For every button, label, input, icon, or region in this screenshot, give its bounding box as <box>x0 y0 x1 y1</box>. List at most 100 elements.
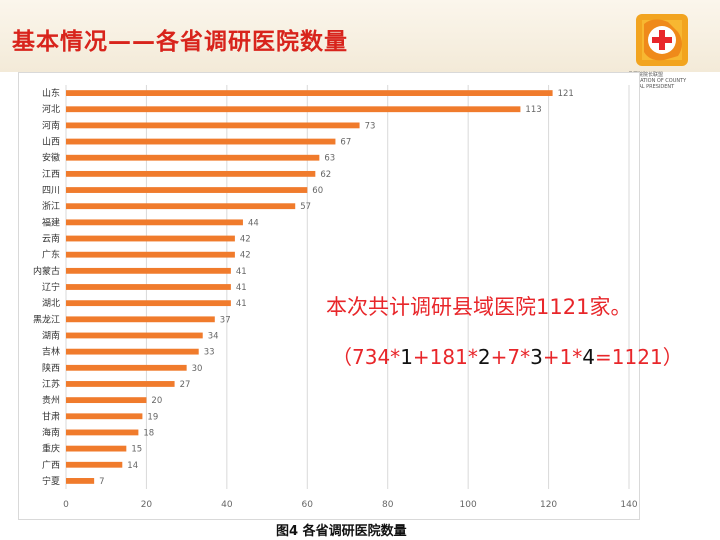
x-tick-label: 60 <box>302 500 314 510</box>
category-label: 江西 <box>42 169 60 180</box>
data-label: 37 <box>220 315 231 325</box>
category-label: 海南 <box>42 426 60 438</box>
chart-frame: 0 20 40 60 80 100 120 140 山东 121 河北 113 河南 73 山西 67 安徽 63… <box>18 72 640 520</box>
bar <box>66 348 199 355</box>
bar <box>66 251 235 258</box>
formula-part: 2 <box>477 345 491 369</box>
data-label: 14 <box>127 461 138 471</box>
figure-caption: 图4 各省调研医院数量 <box>276 524 407 539</box>
x-tick-label: 80 <box>382 500 394 510</box>
category-label: 四川 <box>42 186 60 196</box>
bar <box>66 332 203 339</box>
category-label: 山东 <box>42 87 60 99</box>
formula-part: +181* <box>412 345 478 369</box>
formula-part: 4 <box>582 345 596 369</box>
logo-text: 县医院院长联盟 SOCIATION OF COUNTY SPITAL PRESI… <box>628 72 718 90</box>
data-label: 44 <box>248 218 259 228</box>
page-title: 基本情况——各省调研医院数量 <box>12 29 348 55</box>
survey-summary: 本次共计调研县域医院1121家。 <box>326 295 632 319</box>
category-label: 湖南 <box>42 329 60 341</box>
category-label: 辽宁 <box>42 281 60 293</box>
bar <box>66 478 95 484</box>
category-label: 宁夏 <box>42 475 60 487</box>
category-label: 吉林 <box>42 346 60 358</box>
x-tick-label: 40 <box>221 500 233 510</box>
data-label: 41 <box>236 267 247 277</box>
data-label: 33 <box>204 348 215 358</box>
bar <box>66 284 231 290</box>
x-tick-label: 140 <box>620 500 637 510</box>
category-label: 江苏 <box>42 378 60 390</box>
bar <box>66 300 231 307</box>
data-label: 73 <box>365 121 376 131</box>
category-label: 黑龙江 <box>33 313 60 325</box>
category-label: 内蒙古 <box>33 265 60 277</box>
data-label: 42 <box>240 235 251 245</box>
bar <box>66 267 231 274</box>
logo-text-line2: SOCIATION OF COUNTY <box>628 78 687 84</box>
category-label: 河北 <box>42 103 60 115</box>
header-band <box>0 0 720 72</box>
formula-part: 1 <box>400 345 413 369</box>
category-label: 河南 <box>42 119 60 131</box>
data-label: 41 <box>236 283 247 293</box>
category-label: 陕西 <box>42 362 60 374</box>
data-label: 19 <box>147 412 158 422</box>
x-tick-label: 120 <box>540 500 557 510</box>
formula-part: +1* <box>542 345 583 369</box>
data-label: 41 <box>236 299 247 309</box>
category-label: 甘肃 <box>42 410 60 422</box>
bar <box>66 413 143 420</box>
x-tick-label: 0 <box>63 500 69 510</box>
category-label: 安徽 <box>42 152 60 164</box>
x-tick-label: 20 <box>141 500 153 510</box>
data-label: 67 <box>340 138 351 148</box>
category-label: 福建 <box>42 216 60 228</box>
formula-part: =1121） <box>595 345 683 369</box>
category-label: 广东 <box>42 249 60 261</box>
data-label: 63 <box>324 154 335 164</box>
data-label: 30 <box>192 364 203 374</box>
bar <box>66 122 360 129</box>
bar <box>66 429 139 436</box>
bar <box>66 219 243 226</box>
bar <box>66 106 521 113</box>
data-label: 121 <box>558 89 574 99</box>
data-label: 7 <box>99 477 104 487</box>
bar <box>66 381 175 387</box>
bar <box>66 187 308 193</box>
data-label: 42 <box>240 251 251 261</box>
bar <box>66 203 296 210</box>
data-label: 18 <box>143 428 154 438</box>
category-label: 湖北 <box>42 298 60 309</box>
data-label: 113 <box>525 105 541 115</box>
formula-part: +7* <box>490 345 531 369</box>
bar <box>66 154 320 161</box>
category-label: 山西 <box>42 137 60 148</box>
category-label: 重庆 <box>42 443 60 455</box>
bar <box>66 90 553 96</box>
category-label: 浙江 <box>42 200 60 212</box>
bar <box>66 138 336 145</box>
survey-formula: （734*1+181*2+7*3+1*4=1121） <box>332 341 683 370</box>
bar <box>66 461 123 468</box>
bar <box>66 397 147 404</box>
data-label: 20 <box>151 396 162 406</box>
bar <box>66 316 215 323</box>
association-logo <box>636 14 688 66</box>
data-label: 27 <box>180 380 191 390</box>
data-label: 60 <box>312 186 323 196</box>
category-label: 云南 <box>42 233 60 245</box>
x-tick-label: 100 <box>460 500 477 510</box>
category-label: 贵州 <box>42 394 60 406</box>
formula-part: 3 <box>530 345 543 369</box>
bar <box>66 235 235 242</box>
category-label: 广西 <box>42 459 60 471</box>
data-label: 34 <box>208 331 219 341</box>
data-label: 15 <box>131 445 142 455</box>
formula-part: （734* <box>332 345 401 369</box>
data-label: 62 <box>320 170 331 180</box>
logo-text-top: 县医院院长联盟 <box>628 72 664 78</box>
logo-text-line3: SPITAL PRESIDENT <box>628 84 675 90</box>
